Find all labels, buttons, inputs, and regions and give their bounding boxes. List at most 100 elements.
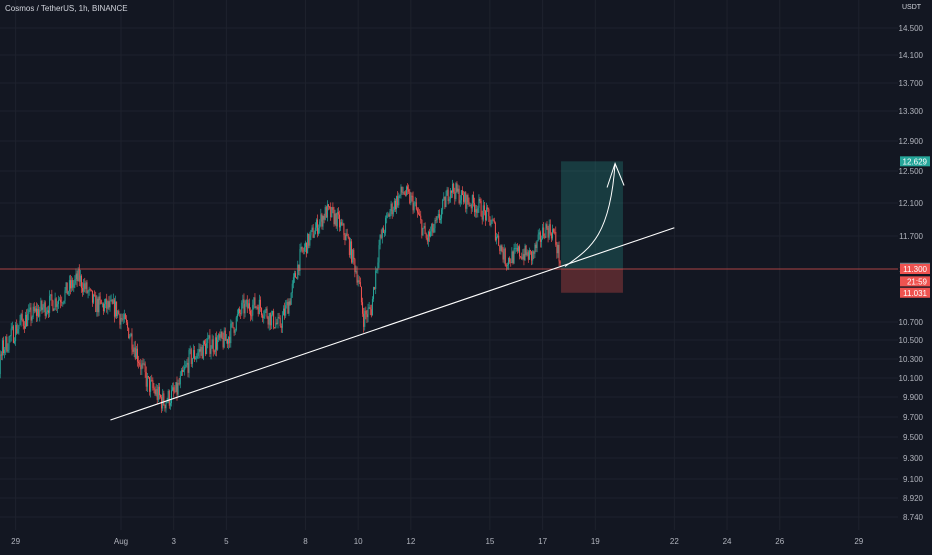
candle-body — [52, 300, 54, 311]
candle-body — [49, 295, 51, 313]
candle-body — [409, 191, 411, 204]
candle-body — [42, 307, 44, 310]
candle-body — [0, 354, 2, 356]
candle-body — [29, 307, 31, 310]
candle-body — [232, 322, 234, 328]
candle-body — [324, 207, 326, 220]
price-label-box — [900, 276, 930, 287]
candle-body — [503, 248, 505, 260]
candle-body — [555, 232, 557, 245]
candle-body — [75, 273, 77, 280]
candle-body — [16, 324, 18, 334]
candle-body — [253, 297, 255, 305]
candle-body — [368, 307, 370, 309]
candle-body — [45, 311, 47, 316]
candle-body — [487, 207, 489, 210]
candle-body — [57, 299, 59, 305]
candle-body — [528, 250, 530, 260]
candle-body — [109, 300, 111, 308]
candle-body — [459, 200, 461, 204]
time-axis: 29 Aug 3 5 8 10 12 15 17 19 22 24 26 29 — [11, 537, 864, 546]
candle-body — [146, 376, 148, 387]
candle-body — [306, 242, 308, 254]
candle-body — [268, 313, 270, 325]
candle-body — [105, 298, 107, 304]
candle-body — [33, 306, 35, 312]
candle-body — [330, 206, 332, 218]
price-tick-label: 9.900 — [903, 393, 924, 402]
candle-body — [375, 270, 377, 289]
candle-body — [494, 222, 496, 241]
candle-body — [371, 299, 373, 316]
candle-body — [412, 196, 414, 211]
candle-body — [217, 339, 219, 350]
candle-body — [286, 301, 288, 306]
candle-body — [24, 314, 26, 329]
price-tick-label: 12.500 — [899, 167, 924, 176]
candle-body — [267, 317, 269, 325]
candle-body — [61, 302, 63, 304]
candle-body — [301, 246, 303, 251]
candle-body — [229, 336, 231, 344]
candle-body — [379, 235, 381, 246]
candle-body — [486, 207, 488, 221]
candle-body — [31, 316, 33, 321]
candle-body — [346, 233, 348, 237]
candle-body — [68, 280, 70, 292]
candle-body — [142, 363, 144, 365]
time-tick-label: 24 — [723, 537, 732, 546]
time-tick-label: 22 — [670, 537, 679, 546]
candle-body — [144, 363, 146, 373]
candle-body — [545, 224, 547, 238]
candle-body — [106, 298, 108, 309]
candle-body — [356, 271, 358, 283]
candle-body — [290, 292, 292, 305]
candle-body — [398, 195, 400, 206]
candle-body — [299, 248, 301, 271]
candle-body — [10, 328, 12, 336]
candle-body — [73, 283, 75, 288]
candle-body — [443, 197, 445, 200]
candle-body — [121, 318, 123, 320]
candle-body — [388, 214, 390, 217]
candle-body — [549, 224, 551, 234]
candle-body — [198, 349, 200, 353]
candle-body — [456, 183, 458, 192]
candle-body — [345, 233, 347, 241]
candle-body — [101, 303, 103, 305]
candle-body — [173, 387, 175, 392]
candle-body — [30, 307, 32, 321]
candle-body — [326, 204, 328, 218]
candle-body — [163, 393, 165, 405]
candle-body — [527, 252, 529, 260]
candle-body — [130, 333, 132, 337]
candle-body — [425, 234, 427, 238]
candle-body — [431, 223, 433, 232]
candle-body — [474, 202, 476, 213]
candle-body — [367, 308, 369, 318]
candle-body — [40, 300, 42, 311]
candle-body — [102, 303, 104, 312]
candle-body — [310, 230, 312, 236]
candle-body — [138, 361, 140, 364]
candle-body — [95, 295, 97, 313]
candle-body — [434, 219, 436, 229]
candle-body — [307, 233, 309, 254]
candle-body — [551, 229, 553, 239]
candle-body — [517, 246, 519, 251]
candle-body — [497, 235, 499, 237]
candle-body — [354, 259, 356, 273]
candle-body — [461, 190, 463, 196]
candle-body — [394, 200, 396, 210]
candle-body — [288, 301, 290, 314]
candle-body — [196, 356, 198, 359]
candle-body — [325, 207, 327, 218]
candle-body — [323, 216, 325, 220]
candle-body — [543, 227, 545, 237]
candle-body — [387, 214, 389, 216]
candle-body — [202, 341, 204, 359]
candle-body — [74, 279, 76, 284]
